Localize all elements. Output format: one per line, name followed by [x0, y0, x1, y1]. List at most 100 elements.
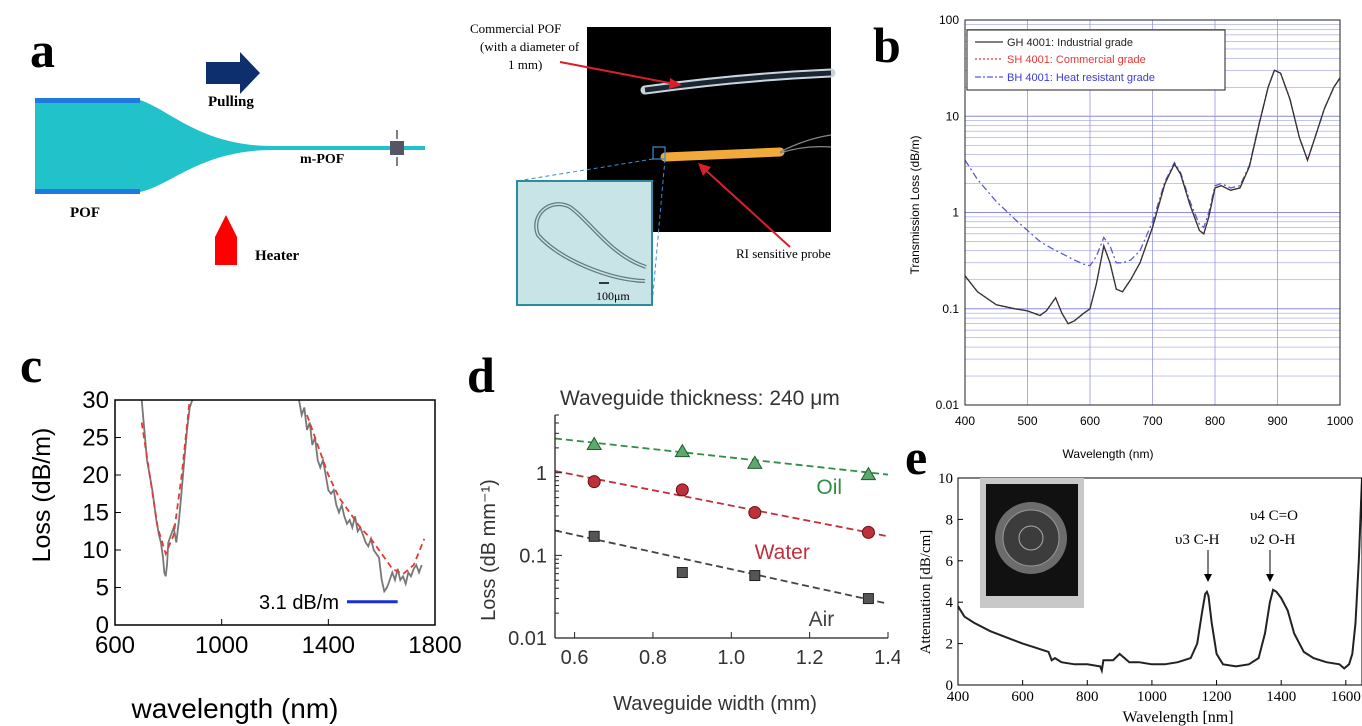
b-xtick: 700: [1142, 414, 1162, 428]
panel-label-b: b: [873, 17, 901, 73]
c-plot-area: [140, 400, 426, 594]
d-xtick: 1.0: [717, 647, 745, 669]
b-ytick: 0.1: [942, 302, 959, 316]
c-annotation-text: 3.1 dB/m: [259, 592, 339, 614]
d-series-label-oil: Oil: [816, 476, 842, 499]
c-ytick: 5: [96, 575, 109, 602]
zoom-box: [652, 146, 666, 160]
legend-sh4001: SH 4001: Commercial grade: [1007, 54, 1146, 66]
d-point-oil: [860, 466, 877, 481]
pof-cladding-bottom: [35, 189, 140, 194]
d-ytick: 1: [536, 463, 547, 485]
ri-probe-label: RI sensitive probe: [736, 246, 831, 261]
mpof-label: m-POF: [300, 152, 344, 167]
d-point-air: [749, 570, 761, 582]
legend-b: GH 4001: Industrial grade SH 4001: Comme…: [966, 29, 1226, 91]
b-series-line: [964, 69, 1341, 325]
e-xtick: 1400: [1266, 689, 1296, 705]
c-ytick: 20: [82, 462, 109, 489]
pointer-commercial: [559, 61, 681, 86]
d-xtick: 1.2: [796, 647, 824, 669]
commercial-pof-label: Commercial POF (with a diameter of 1 mm): [470, 21, 583, 72]
e-ytick: 4: [946, 595, 954, 611]
chart-b: 400 500 600 700 800 900 1000 0.01 0.1 1 10 100 GH 4…: [908, 13, 1354, 461]
b-xtick: 1000: [1327, 414, 1354, 428]
pulling-arrow-icon: [206, 52, 260, 94]
e-xtick: 400: [947, 689, 970, 705]
pof-label: POF: [70, 205, 100, 221]
e-ytick: 8: [946, 512, 954, 528]
d-point-water: [861, 525, 875, 539]
heater-icon: [215, 215, 237, 265]
e-annotation-co: υ4 C=O: [1250, 508, 1298, 524]
c-fit-line: [140, 400, 191, 557]
panel-label-e: e: [905, 429, 928, 485]
b-ytick: 1: [952, 206, 959, 220]
b-xtick: 900: [1267, 414, 1287, 428]
d-xtick: 0.8: [639, 647, 667, 669]
e-attenuation-line: [957, 477, 1362, 675]
c-ytick: 25: [82, 425, 109, 452]
d-point-air: [676, 567, 688, 579]
d-title: Waveguide thickness: 240 μm: [560, 387, 840, 410]
d-xtick: 1.4: [874, 647, 900, 669]
b-ytick: 0.01: [936, 398, 960, 412]
d-series-label-water: Water: [755, 541, 810, 564]
panel-label-a: a: [30, 22, 55, 78]
chart-d: Waveguide thickness: 240 μm OilWaterAir …: [478, 387, 900, 715]
d-point-oil: [586, 436, 603, 450]
c-ytick: 10: [82, 537, 109, 564]
e-xtick: 1200: [1202, 689, 1232, 705]
d-point-water: [587, 475, 601, 489]
ri-probe-image: [660, 147, 785, 162]
b-ytick: 100: [939, 13, 959, 27]
d-fit-air: [554, 529, 889, 605]
pulling-label: Pulling: [208, 94, 254, 110]
d-xtick: 0.6: [561, 647, 589, 669]
d-point-water: [748, 506, 762, 520]
b-xtick: 400: [955, 414, 975, 428]
b-xtick: 800: [1205, 414, 1225, 428]
e-ytick: 2: [946, 637, 954, 653]
c-measured-line: [140, 400, 194, 577]
d-point-air: [588, 530, 600, 542]
mpof-marker-icon: [390, 141, 404, 155]
legend-gh4001: GH 4001: Industrial grade: [1007, 37, 1133, 49]
e-annotation-ch: υ3 C-H: [1175, 532, 1220, 548]
b-frame: [964, 19, 1341, 406]
scale-bar-label: 100μm: [596, 289, 630, 303]
chart-c: 600 1000 1400 1800 0 5 10 15 20 25 30 3.1 dB/m wav…: [28, 387, 462, 724]
e-frame: [957, 477, 1362, 686]
d-point-oil: [746, 455, 763, 469]
pof-cladding-top: [35, 98, 140, 103]
d-ylabel: Loss (dB mm⁻¹): [478, 479, 500, 621]
c-ylabel: Loss (dB/m): [28, 428, 56, 563]
b-series-line: [964, 69, 1341, 267]
d-fit-oil: [554, 437, 889, 476]
d-xlabel: Waveguide width (mm): [613, 693, 817, 715]
c-ytick: 0: [96, 612, 109, 639]
d-series-label-air: Air: [809, 608, 835, 631]
c-ytick: 30: [82, 387, 109, 414]
c-xlabel: wavelength (nm): [131, 693, 339, 724]
heater-label: Heater: [255, 248, 299, 264]
legend-bh4001: BH 4001: Heat resistant grade: [1007, 72, 1155, 84]
c-xtick: 1400: [302, 632, 355, 659]
d-point-water: [675, 483, 689, 497]
e-ytick: 0: [946, 678, 954, 694]
c-xtick: 1000: [195, 632, 248, 659]
e-ytick: 6: [946, 554, 954, 570]
e-xtick: 1000: [1137, 689, 1167, 705]
d-ytick: 0.01: [508, 628, 547, 650]
d-point-air: [862, 593, 874, 605]
d-fit-water: [554, 470, 889, 538]
e-annotation-oh: υ2 O-H: [1250, 532, 1296, 548]
pof-fiber-shape: [35, 100, 425, 192]
b-xtick: 500: [1017, 414, 1037, 428]
fiber-taper-schematic: Pulling m-POF POF Heater: [35, 52, 425, 265]
d-ytick: 0.1: [519, 545, 547, 567]
e-xtick: 600: [1011, 689, 1034, 705]
b-xtick: 600: [1080, 414, 1100, 428]
c-xtick: 600: [95, 632, 135, 659]
